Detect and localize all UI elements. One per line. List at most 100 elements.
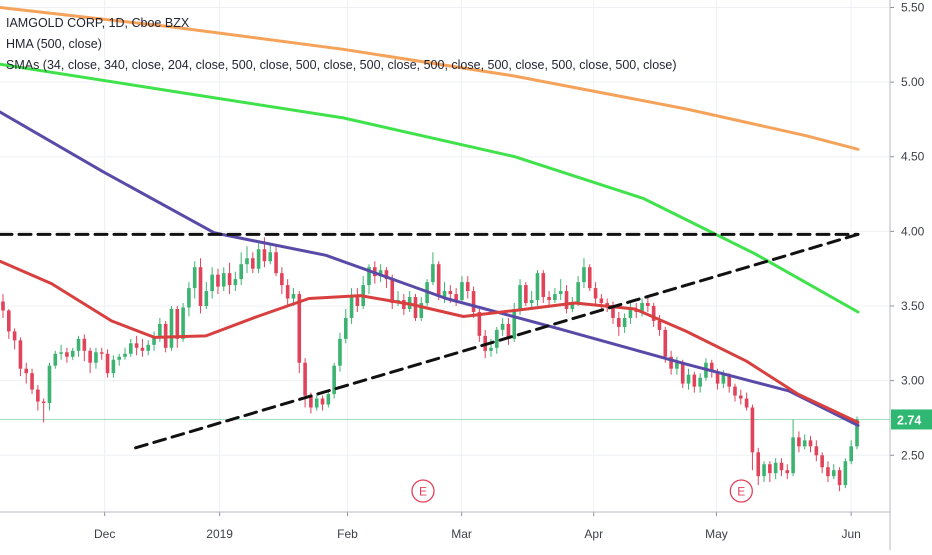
candle bbox=[268, 243, 273, 265]
candle-body bbox=[12, 331, 17, 341]
candle-body bbox=[820, 455, 824, 468]
candle bbox=[18, 337, 23, 377]
candle bbox=[436, 261, 441, 301]
candle bbox=[675, 356, 679, 375]
candle bbox=[768, 461, 772, 483]
candle-body bbox=[99, 352, 104, 354]
candle bbox=[541, 270, 546, 304]
indicator-lines bbox=[0, 6, 860, 450]
sma_green-line bbox=[0, 62, 860, 314]
candle-body bbox=[535, 273, 540, 301]
candle bbox=[169, 306, 174, 351]
price-axis[interactable]: 5.50 5.00 4.50 4.00 3.50 3.00 2.50 2.74 bbox=[889, 0, 932, 550]
candle bbox=[797, 431, 801, 453]
candle bbox=[564, 285, 569, 314]
candle-body bbox=[663, 329, 668, 357]
earnings-circle bbox=[729, 479, 753, 503]
candle-body bbox=[134, 343, 139, 348]
last-price-badge bbox=[891, 409, 932, 430]
y-tick-label: 5.00 bbox=[901, 75, 925, 89]
candle-body bbox=[802, 440, 807, 447]
time-axis[interactable]: Dec 2019 Feb Mar Apr May Jun bbox=[0, 511, 890, 541]
candle-body bbox=[245, 258, 249, 265]
y-tick-label: 4.00 bbox=[901, 224, 925, 238]
candle bbox=[47, 362, 52, 411]
candle-body bbox=[1, 301, 5, 311]
candle-body bbox=[216, 274, 220, 287]
candle-body bbox=[94, 352, 98, 363]
candle bbox=[123, 347, 127, 360]
candle bbox=[529, 291, 534, 309]
candle-body bbox=[309, 395, 313, 408]
candle bbox=[187, 282, 191, 317]
candle bbox=[500, 317, 505, 336]
candle-body bbox=[332, 365, 336, 395]
candle-body bbox=[680, 362, 685, 384]
candle bbox=[1, 294, 5, 318]
candle bbox=[274, 246, 278, 277]
candle-body bbox=[733, 386, 737, 396]
y-tick-label: 3.00 bbox=[901, 374, 925, 388]
candle bbox=[297, 291, 302, 374]
candle bbox=[36, 385, 40, 411]
candle-body bbox=[826, 467, 830, 477]
earnings-label: E bbox=[737, 485, 745, 499]
candle bbox=[692, 371, 697, 393]
candle bbox=[146, 340, 151, 356]
candle bbox=[646, 297, 650, 312]
candle-body bbox=[326, 394, 331, 405]
legend-symbol-title[interactable]: IAMGOLD CORP, 1D, Cboe BZX bbox=[6, 16, 190, 30]
candle bbox=[105, 349, 110, 378]
candle-body bbox=[675, 362, 679, 369]
candle-body bbox=[698, 377, 702, 387]
candle-body bbox=[413, 297, 418, 318]
candle-body bbox=[70, 350, 75, 357]
candle bbox=[733, 383, 737, 402]
legend-hma[interactable]: HMA (500, close) bbox=[6, 37, 102, 51]
candle-body bbox=[140, 347, 145, 351]
candle-body bbox=[233, 279, 238, 286]
candle bbox=[442, 282, 447, 304]
candle-body bbox=[129, 343, 133, 354]
y-tick-label: 3.50 bbox=[901, 299, 925, 313]
candle-body bbox=[158, 323, 162, 336]
candle-body bbox=[192, 267, 197, 289]
candle-body bbox=[541, 273, 546, 298]
candle bbox=[59, 344, 63, 360]
sma_red-line bbox=[0, 259, 860, 424]
candle bbox=[355, 288, 360, 312]
candle-body bbox=[111, 359, 116, 374]
candle bbox=[41, 398, 46, 423]
candle bbox=[94, 347, 98, 369]
candle-body bbox=[640, 303, 644, 312]
candle bbox=[576, 276, 580, 307]
legend-smas[interactable]: SMAs (34, close, 340, close, 204, close,… bbox=[6, 58, 677, 72]
candle bbox=[750, 404, 755, 471]
candle-body bbox=[518, 285, 522, 309]
candle bbox=[495, 326, 499, 354]
candle-body bbox=[82, 338, 87, 351]
candle-body bbox=[605, 303, 609, 307]
candle-body bbox=[251, 258, 255, 269]
candle-body bbox=[280, 273, 284, 286]
candle-body bbox=[692, 374, 697, 387]
candle-body bbox=[686, 374, 691, 384]
candle bbox=[65, 347, 69, 363]
support-line bbox=[134, 232, 860, 450]
candle-body bbox=[268, 252, 273, 262]
candle-body bbox=[564, 291, 569, 309]
candle-body bbox=[390, 279, 395, 304]
candle-body bbox=[239, 264, 243, 280]
candle-body bbox=[274, 252, 278, 274]
candle bbox=[280, 267, 284, 295]
candle-body bbox=[709, 362, 714, 372]
candle bbox=[99, 347, 104, 360]
candle-body bbox=[471, 291, 476, 312]
candle bbox=[361, 276, 365, 309]
candle bbox=[140, 338, 145, 357]
candle-body bbox=[343, 317, 348, 339]
candle-body bbox=[262, 249, 267, 262]
candle bbox=[779, 458, 784, 477]
